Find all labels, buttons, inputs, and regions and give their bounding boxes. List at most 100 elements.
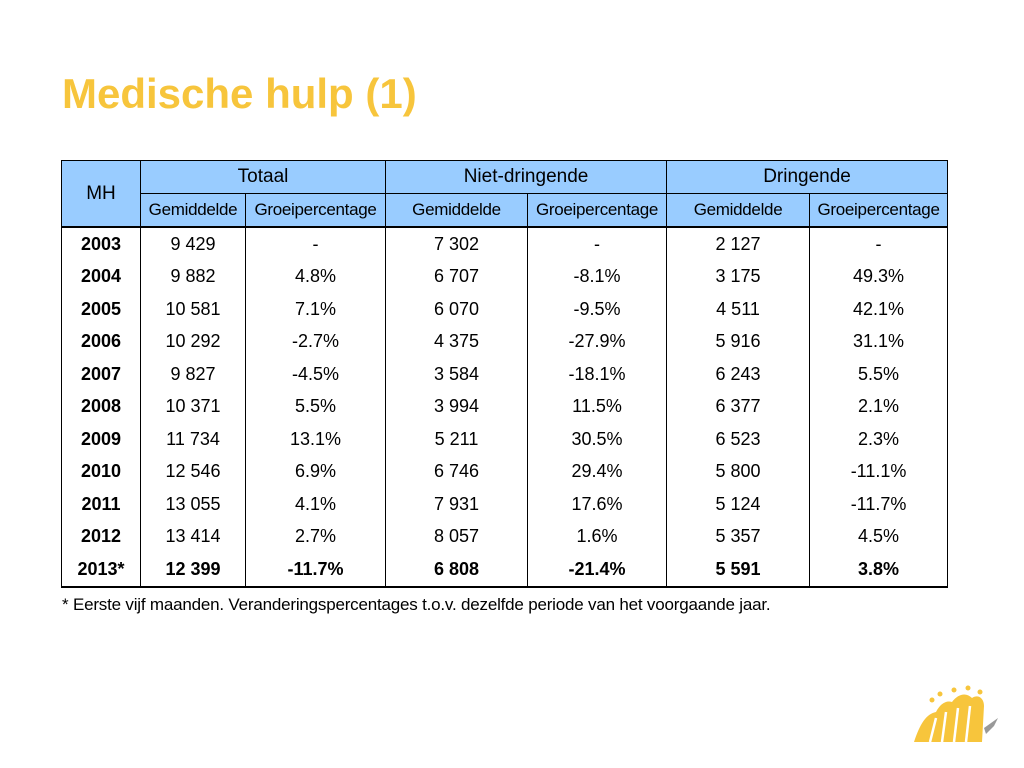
value-cell: -27.9% [527, 325, 668, 358]
value-cell: 3 584 [385, 358, 529, 391]
value-cell: 12 546 [140, 455, 246, 488]
medical-aid-table: MH Totaal Niet-dringende Dringende Gemid… [61, 160, 949, 588]
table-row: 2003 9 429-7 302-2 127- [61, 226, 949, 261]
value-cell: 6.9% [244, 455, 387, 488]
value-cell: -21.4% [527, 553, 668, 588]
value-cell: 30.5% [527, 423, 668, 456]
subheader: Groeipercentage [244, 193, 387, 228]
value-cell: 10 371 [140, 390, 246, 423]
year-cell: 2004 [61, 260, 141, 293]
subheader: Gemiddelde [140, 193, 246, 228]
value-cell: 5 211 [385, 423, 529, 456]
value-cell: 6 808 [385, 553, 529, 588]
value-cell: 9 827 [140, 358, 246, 391]
value-cell: 42.1% [809, 293, 949, 326]
table-row: 2007 9 827 -4.5% 3 584 -18.1% 6 243 5.5% [61, 358, 949, 391]
value-cell: 5 916 [666, 325, 811, 358]
value-cell: 5 124 [666, 488, 811, 521]
value-cell: 2.7% [244, 520, 387, 553]
value-cell: 6 523 [666, 423, 811, 456]
value-cell: 4.8% [244, 260, 387, 293]
table-row: 2008 10 371 5.5% 3 994 11.5% 6 377 2.1% [61, 390, 949, 423]
group-header-totaal: Totaal [139, 160, 387, 194]
value-cell: - [527, 226, 668, 261]
value-cell: -18.1% [527, 358, 668, 391]
value-cell: 11 734 [140, 423, 246, 456]
value-cell: 31.1% [809, 325, 949, 358]
value-cell: 6 070 [385, 293, 529, 326]
value-cell: -11.1% [809, 455, 949, 488]
value-cell: 1.6% [527, 520, 668, 553]
year-cell: 2006 [61, 325, 141, 358]
year-cell: 2008 [61, 390, 141, 423]
value-cell: 6 377 [666, 390, 811, 423]
value-cell: 5 357 [666, 520, 811, 553]
subheader: Groeipercentage [527, 193, 668, 228]
value-cell: 3 994 [385, 390, 529, 423]
value-cell: 13.1% [244, 423, 387, 456]
value-cell: -4.5% [244, 358, 387, 391]
value-cell: 2 127 [666, 226, 811, 261]
table-row: 2006 10 292 -2.7% 4 375 -27.9% 5 916 31.1% [61, 325, 949, 358]
value-cell: 10 581 [140, 293, 246, 326]
value-cell: 4.5% [809, 520, 949, 553]
value-cell: 49.3% [809, 260, 949, 293]
value-cell: 7 931 [385, 488, 529, 521]
table-row: 2005 10 581 7.1% 6 070 -9.5% 4 511 42.1% [61, 293, 949, 326]
value-cell: -11.7% [244, 553, 387, 588]
value-cell: 11.5% [527, 390, 668, 423]
year-cell: 2009 [61, 423, 141, 456]
year-cell: 2003 [61, 226, 141, 261]
value-cell: 17.6% [527, 488, 668, 521]
value-cell: 4.1% [244, 488, 387, 521]
year-cell: 2007 [61, 358, 141, 391]
value-cell: 7 302 [385, 226, 529, 261]
year-cell: 2012 [61, 520, 141, 553]
value-cell: 13 414 [140, 520, 246, 553]
year-cell: 2010 [61, 455, 141, 488]
value-cell: 3.8% [809, 553, 949, 588]
subheader: Gemiddelde [385, 193, 529, 228]
data-table-container: MH Totaal Niet-dringende Dringende Gemid… [61, 160, 949, 588]
value-cell: 12 399 [140, 553, 246, 588]
value-cell: 9 882 [140, 260, 246, 293]
value-cell: 6 746 [385, 455, 529, 488]
group-header-niet-dringende: Niet-dringende [385, 160, 668, 194]
table-row: 2013* 12 399 -11.7% 6 808 -21.4% 5 591 3.8% [61, 553, 949, 588]
table-row: 2009 11 734 13.1% 5 211 30.5% 6 523 2.3% [61, 423, 949, 456]
subheader: Gemiddelde [666, 193, 811, 228]
table-row: 2010 12 546 6.9% 6 746 29.4% 5 800 -11.1% [61, 455, 949, 488]
value-cell: - [244, 226, 387, 261]
footnote: * Eerste vijf maanden. Veranderingsperce… [62, 595, 771, 614]
value-cell: 5 800 [666, 455, 811, 488]
year-cell: 2011 [61, 488, 141, 521]
value-cell: 4 511 [666, 293, 811, 326]
value-cell: 5.5% [244, 390, 387, 423]
value-cell: 13 055 [140, 488, 246, 521]
value-cell: 6 243 [666, 358, 811, 391]
slide-title: Medische hulp (1) [62, 70, 417, 117]
year-cell: 2013* [61, 553, 141, 588]
table-row: 2011 13 055 4.1% 7 931 17.6% 5 124 -11.7% [61, 488, 949, 521]
value-cell: 7.1% [244, 293, 387, 326]
group-header-dringende: Dringende [666, 160, 949, 194]
value-cell: -2.7% [244, 325, 387, 358]
value-cell: 6 707 [385, 260, 529, 293]
value-cell: 5.5% [809, 358, 949, 391]
value-cell: 29.4% [527, 455, 668, 488]
year-cell: 2005 [61, 293, 141, 326]
value-cell: 2.1% [809, 390, 949, 423]
value-cell: - [809, 226, 949, 261]
value-cell: -8.1% [527, 260, 668, 293]
table-row: 2012 13 414 2.7% 8 057 1.6% 5 357 4.5% [61, 520, 949, 553]
value-cell: 8 057 [385, 520, 529, 553]
corner-header: MH [61, 160, 141, 228]
value-cell: 3 175 [666, 260, 811, 293]
subheader: Groeipercentage [809, 193, 949, 228]
value-cell: -9.5% [527, 293, 668, 326]
value-cell: 9 429 [140, 226, 246, 261]
value-cell: 5 591 [666, 553, 811, 588]
value-cell: 4 375 [385, 325, 529, 358]
table-row: 2004 9 882 4.8% 6 707 -8.1% 3 175 49.3% [61, 260, 949, 293]
value-cell: 10 292 [140, 325, 246, 358]
